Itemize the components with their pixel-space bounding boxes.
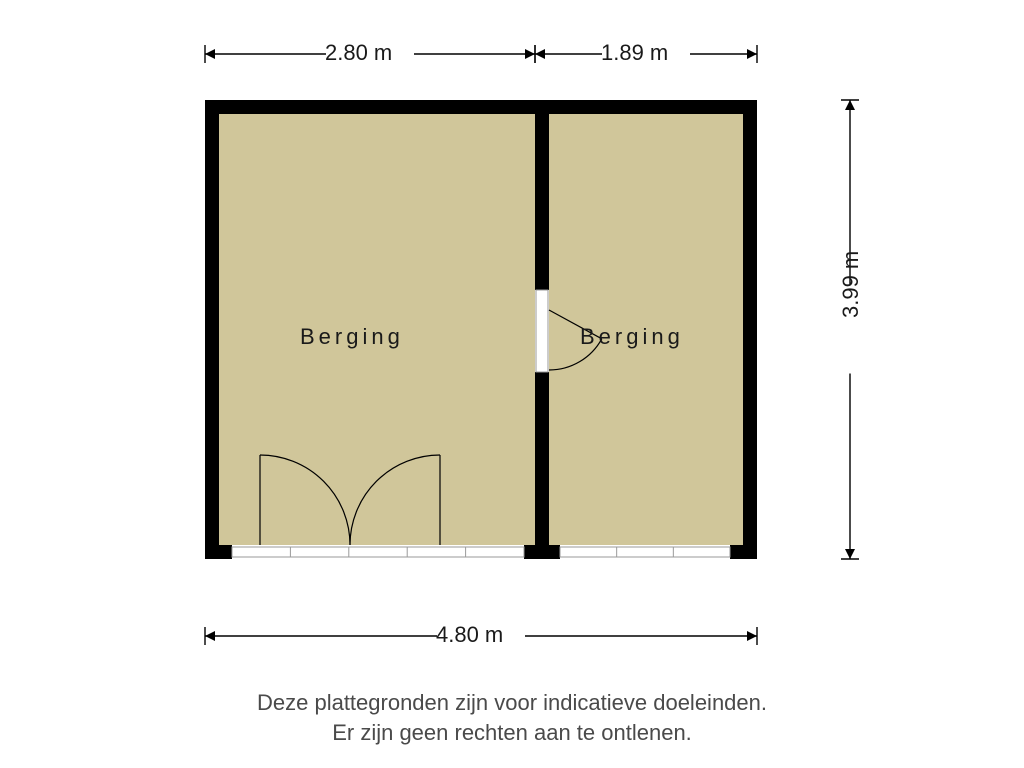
floorplan-svg <box>0 0 1024 768</box>
dimension-label-top-2: 1.89 m <box>601 40 668 66</box>
dimension-label-bottom: 4.80 m <box>436 622 503 648</box>
caption-text: Deze plattegronden zijn voor indicatieve… <box>0 688 1024 747</box>
room-label-left: Berging <box>300 324 404 350</box>
dimension-label-top-1: 2.80 m <box>325 40 392 66</box>
room-label-right: Berging <box>580 324 684 350</box>
caption-line-1: Deze plattegronden zijn voor indicatieve… <box>257 690 767 715</box>
caption-line-2: Er zijn geen rechten aan te ontlenen. <box>332 720 692 745</box>
floorplan-stage: Berging Berging 2.80 m 1.89 m 4.80 m 3.9… <box>0 0 1024 768</box>
dimension-label-right: 3.99 m <box>838 250 864 317</box>
